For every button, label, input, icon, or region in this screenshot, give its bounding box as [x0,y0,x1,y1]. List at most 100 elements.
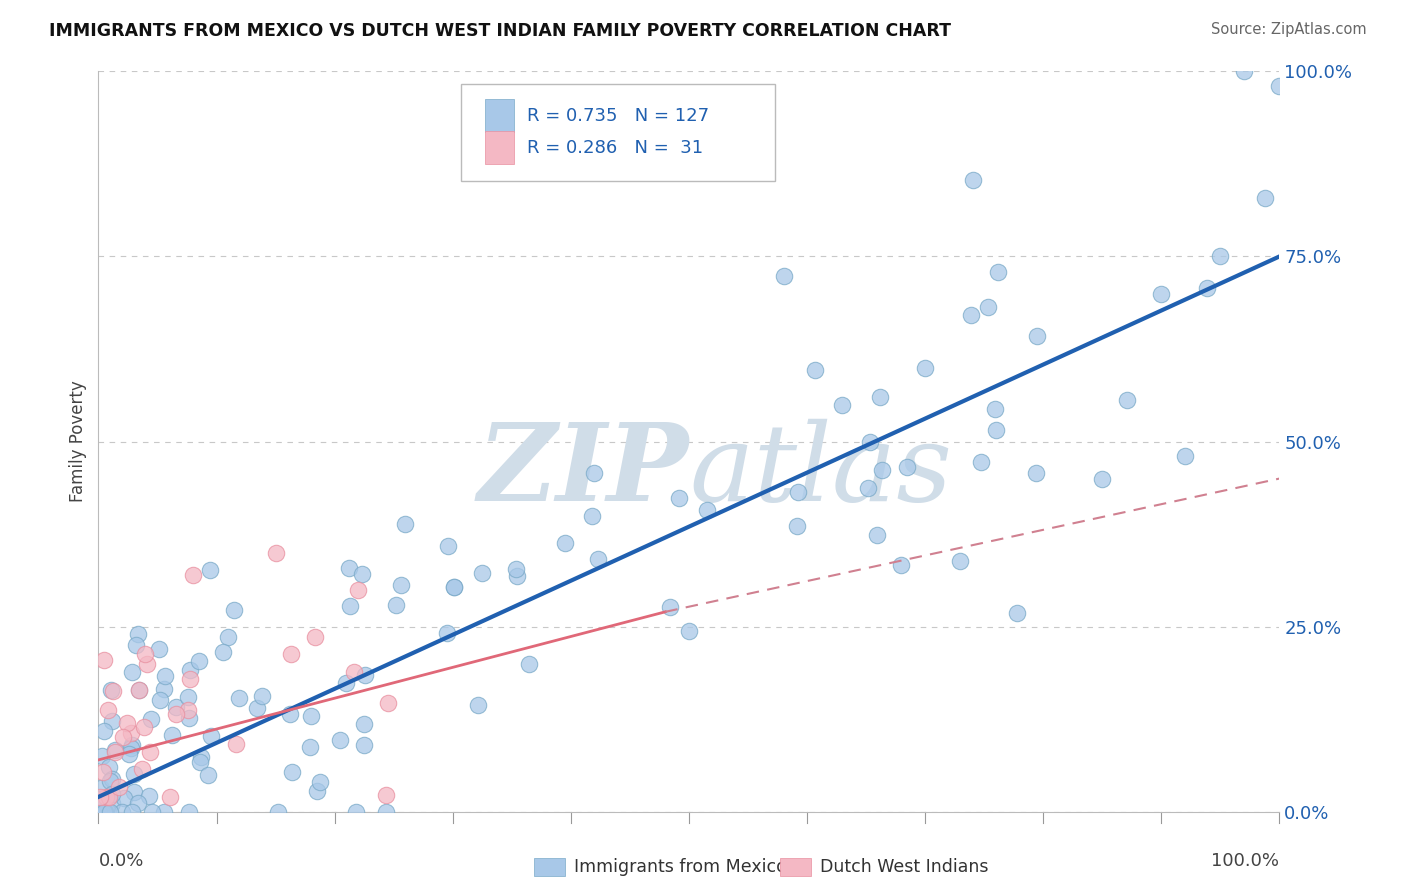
Point [299,709,322,723]
Text: R = 0.286   N =  31: R = 0.286 N = 31 [527,138,703,157]
Point [217,631,239,645]
Point [1233,64,1256,78]
Point [120,741,142,756]
Point [118,747,141,762]
Point [177,690,200,704]
Point [1197,281,1219,295]
Point [389,578,412,592]
Point [436,626,458,640]
Point [467,698,489,712]
Point [696,503,718,517]
Point [179,711,201,725]
Point [125,638,148,652]
Point [141,805,163,819]
Point [278,707,301,722]
Point [98,773,121,788]
Point [110,805,132,819]
Text: 0.0%: 0.0% [98,853,143,871]
Point [160,728,183,742]
Point [94,805,117,819]
Point [100,796,122,810]
Point [111,731,134,745]
Point [352,567,374,582]
Point [1209,250,1232,264]
Point [339,599,361,614]
Point [337,560,360,574]
Point [225,737,247,751]
Point [866,528,889,542]
Point [127,626,149,640]
Point [98,805,121,819]
Point [246,700,269,714]
Point [856,481,879,495]
Point [179,805,201,819]
Point [188,755,211,769]
Point [869,390,891,404]
Point [773,269,796,284]
Point [831,398,853,412]
Point [136,657,159,672]
FancyBboxPatch shape [485,99,515,132]
Point [121,739,143,753]
Point [177,703,200,717]
Point [872,463,894,477]
Point [104,742,127,756]
Point [375,789,398,803]
Point [103,683,125,698]
Text: ZIP: ZIP [478,418,689,524]
Point [443,580,465,594]
Point [1150,286,1173,301]
Point [87,805,110,819]
Point [165,699,187,714]
Point [132,720,155,734]
Point [659,600,682,615]
Point [120,726,142,740]
Point [347,582,370,597]
Point [101,714,124,728]
Point [353,738,375,752]
Point [394,517,416,532]
Point [984,423,1007,437]
Point [228,691,250,706]
Point [101,772,124,787]
Point [100,683,122,698]
Point [384,598,406,612]
Point [984,402,1007,417]
Point [93,805,115,819]
Point [197,768,219,782]
Point [304,630,326,644]
Point [117,716,139,731]
Point [582,466,605,480]
Point [108,780,131,794]
Text: IMMIGRANTS FROM MEXICO VS DUTCH WEST INDIAN FAMILY POVERTY CORRELATION CHART: IMMIGRANTS FROM MEXICO VS DUTCH WEST IND… [49,22,952,40]
Point [91,765,114,780]
Point [127,796,149,810]
Point [977,301,1000,315]
Text: Source: ZipAtlas.com: Source: ZipAtlas.com [1211,22,1367,37]
Point [149,693,172,707]
Point [987,265,1010,279]
Point [128,683,150,698]
Point [87,792,110,806]
Point [353,717,375,731]
Point [343,665,366,679]
Point [128,683,150,698]
Point [153,669,176,683]
Point [104,744,127,758]
Point [890,558,912,573]
Point [668,491,690,505]
Point [179,673,201,687]
Point [190,750,212,764]
Point [299,740,322,755]
Point [124,767,146,781]
Point [159,789,181,804]
Point [914,360,936,375]
Point [803,363,825,377]
Point [353,668,375,682]
Point [375,805,398,819]
Point [787,485,810,500]
Point [969,454,991,468]
Point [329,733,352,747]
Point [121,805,143,819]
Point [960,308,983,322]
